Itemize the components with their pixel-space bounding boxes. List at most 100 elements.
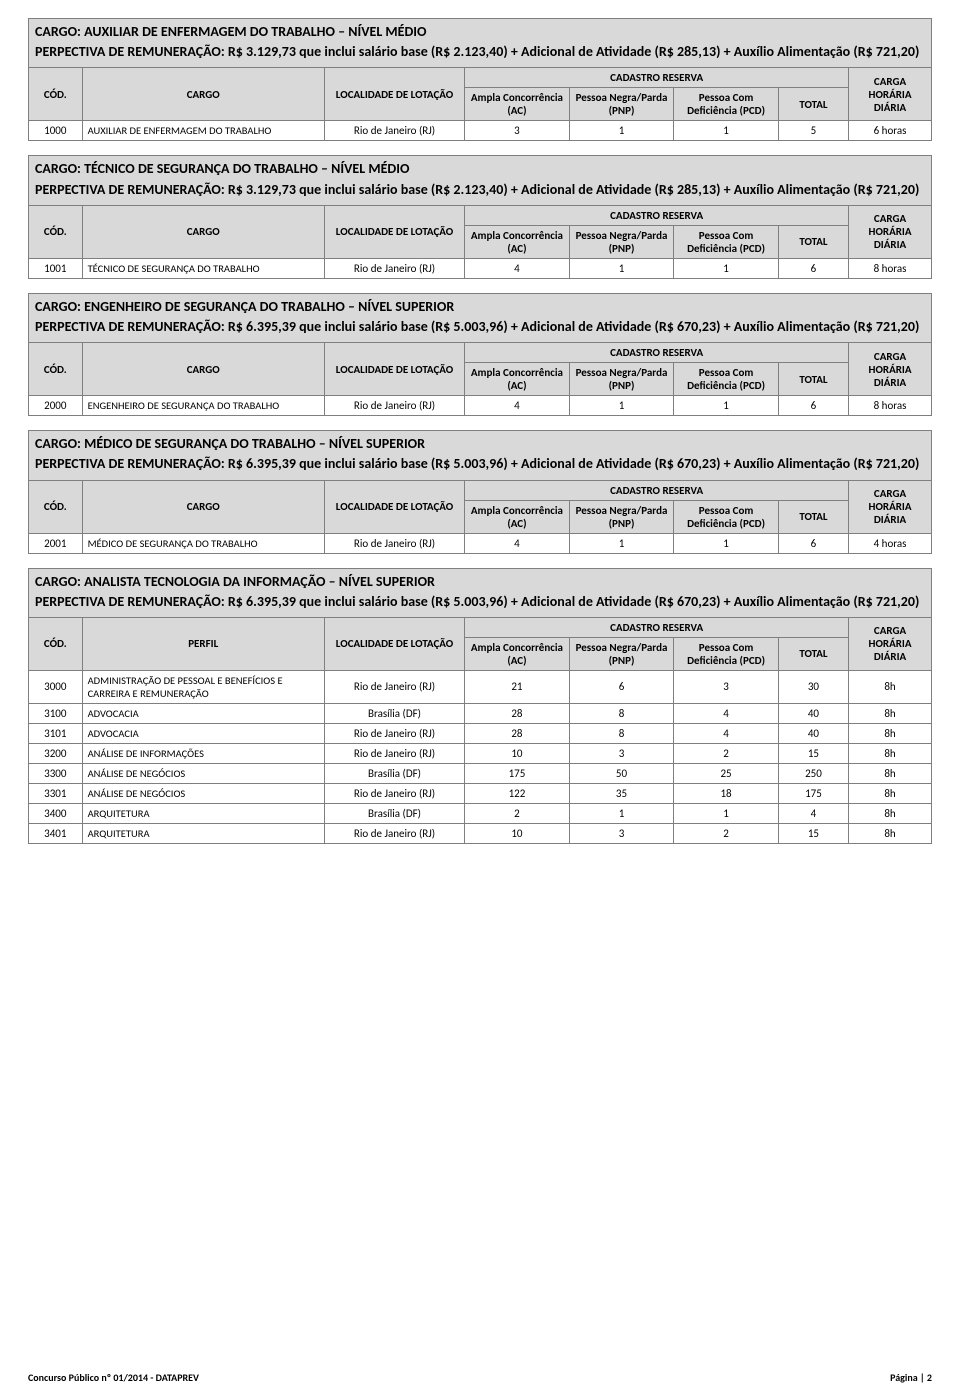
section-title-box: CARGO: ENGENHEIRO DE SEGURANÇA DO TRABAL… — [28, 293, 932, 342]
th-cargo: CARGO — [82, 343, 324, 396]
cell-pcd: 1 — [674, 121, 779, 141]
th-total: TOTAL — [778, 500, 848, 533]
th-ac: Ampla Concorrência (AC) — [465, 363, 570, 396]
cell-ac: 175 — [465, 763, 570, 783]
cargo-table: CÓD.CARGOLOCALIDADE DE LOTAÇÃOCADASTRO R… — [28, 480, 932, 554]
th-pnp: Pessoa Negra/Parda (PNP) — [569, 88, 674, 121]
cell-total: 15 — [778, 823, 848, 843]
cell-ch: 8h — [849, 783, 932, 803]
th-total: TOTAL — [778, 637, 848, 670]
cell-pcd: 18 — [674, 783, 779, 803]
cell-total: 40 — [778, 703, 848, 723]
cell-cargo: AUXILIAR DE ENFERMAGEM DO TRABALHO — [82, 121, 324, 141]
cell-loc: Rio de Janeiro (RJ) — [324, 533, 464, 553]
cell-pcd: 1 — [674, 396, 779, 416]
page-footer: Concurso Público nº 01/2014 - DATAPREV P… — [28, 1371, 932, 1384]
cell-pcd: 1 — [674, 533, 779, 553]
cell-pnp: 1 — [569, 121, 674, 141]
cargo-table: CÓD.PERFILLOCALIDADE DE LOTAÇÃOCADASTRO … — [28, 617, 932, 844]
cell-ch: 8 horas — [849, 258, 932, 278]
cell-total: 5 — [778, 121, 848, 141]
table-row: 3200ANÁLISE DE INFORMAÇÕESRio de Janeiro… — [29, 743, 932, 763]
cell-cargo: ANÁLISE DE NEGÓCIOS — [82, 783, 324, 803]
th-ac: Ampla Concorrência (AC) — [465, 637, 570, 670]
cell-pnp: 8 — [569, 723, 674, 743]
th-carga: CARGA HORÁRIA DIÁRIA — [849, 480, 932, 533]
th-cadastro: CADASTRO RESERVA — [465, 480, 849, 500]
th-localidade: LOCALIDADE DE LOTAÇÃO — [324, 343, 464, 396]
cell-loc: Rio de Janeiro (RJ) — [324, 396, 464, 416]
section-title-box: CARGO: AUXILIAR DE ENFERMAGEM DO TRABALH… — [28, 18, 932, 67]
section-title-line: CARGO: ENGENHEIRO DE SEGURANÇA DO TRABAL… — [35, 298, 925, 316]
cell-total: 30 — [778, 670, 848, 703]
th-localidade: LOCALIDADE DE LOTAÇÃO — [324, 205, 464, 258]
cargo-table: CÓD.CARGOLOCALIDADE DE LOTAÇÃOCADASTRO R… — [28, 67, 932, 141]
cell-ac: 3 — [465, 121, 570, 141]
cell-cod: 3301 — [29, 783, 83, 803]
section-title-line: CARGO: AUXILIAR DE ENFERMAGEM DO TRABALH… — [35, 23, 925, 41]
cell-pnp: 3 — [569, 743, 674, 763]
cargo-table: CÓD.CARGOLOCALIDADE DE LOTAÇÃOCADASTRO R… — [28, 342, 932, 416]
th-pcd: Pessoa Com Deficiência (PCD) — [674, 225, 779, 258]
th-ac: Ampla Concorrência (AC) — [465, 225, 570, 258]
cell-cargo: ADVOCACIA — [82, 703, 324, 723]
cell-ch: 4 horas — [849, 533, 932, 553]
table-row: 3401ARQUITETURARio de Janeiro (RJ)103215… — [29, 823, 932, 843]
cell-cod: 3000 — [29, 670, 83, 703]
cell-cod: 1001 — [29, 258, 83, 278]
th-total: TOTAL — [778, 225, 848, 258]
cell-loc: Rio de Janeiro (RJ) — [324, 743, 464, 763]
th-pnp: Pessoa Negra/Parda (PNP) — [569, 363, 674, 396]
cell-pnp: 1 — [569, 258, 674, 278]
th-cod: CÓD. — [29, 617, 83, 670]
cell-cod: 2000 — [29, 396, 83, 416]
cell-cargo: TÉCNICO DE SEGURANÇA DO TRABALHO — [82, 258, 324, 278]
table-row: 1001TÉCNICO DE SEGURANÇA DO TRABALHORio … — [29, 258, 932, 278]
cell-total: 250 — [778, 763, 848, 783]
cell-ch: 8 horas — [849, 396, 932, 416]
section-title-box: CARGO: TÉCNICO DE SEGURANÇA DO TRABALHO … — [28, 155, 932, 204]
section-title-box: CARGO: ANALISTA TECNOLOGIA DA INFORMAÇÃO… — [28, 568, 932, 617]
cell-cod: 3300 — [29, 763, 83, 783]
th-carga: CARGA HORÁRIA DIÁRIA — [849, 68, 932, 121]
cell-pnp: 1 — [569, 533, 674, 553]
cell-cod: 3200 — [29, 743, 83, 763]
cell-pnp: 35 — [569, 783, 674, 803]
th-cod: CÓD. — [29, 480, 83, 533]
cell-pcd: 3 — [674, 670, 779, 703]
th-ac: Ampla Concorrência (AC) — [465, 88, 570, 121]
th-cod: CÓD. — [29, 343, 83, 396]
section-title-line: CARGO: TÉCNICO DE SEGURANÇA DO TRABALHO … — [35, 160, 925, 178]
cell-cargo: MÉDICO DE SEGURANÇA DO TRABALHO — [82, 533, 324, 553]
th-carga: CARGA HORÁRIA DIÁRIA — [849, 617, 932, 670]
cell-loc: Brasília (DF) — [324, 803, 464, 823]
footer-right: Página | 2 — [890, 1371, 932, 1384]
cell-ac: 4 — [465, 396, 570, 416]
table-row: 3300ANÁLISE DE NEGÓCIOSBrasília (DF)1755… — [29, 763, 932, 783]
cell-pcd: 1 — [674, 803, 779, 823]
cell-pnp: 1 — [569, 803, 674, 823]
cell-ch: 8h — [849, 803, 932, 823]
th-carga: CARGA HORÁRIA DIÁRIA — [849, 205, 932, 258]
section-title-line: PERPECTIVA DE REMUNERAÇÃO: R$ 3.129,73 q… — [35, 43, 925, 61]
cell-loc: Rio de Janeiro (RJ) — [324, 121, 464, 141]
th-carga: CARGA HORÁRIA DIÁRIA — [849, 343, 932, 396]
cell-ac: 122 — [465, 783, 570, 803]
table-row: 3400ARQUITETURABrasília (DF)21148h — [29, 803, 932, 823]
th-pcd: Pessoa Com Deficiência (PCD) — [674, 363, 779, 396]
cargo-table: CÓD.CARGOLOCALIDADE DE LOTAÇÃOCADASTRO R… — [28, 205, 932, 279]
th-localidade: LOCALIDADE DE LOTAÇÃO — [324, 480, 464, 533]
cell-total: 175 — [778, 783, 848, 803]
th-pcd: Pessoa Com Deficiência (PCD) — [674, 637, 779, 670]
cell-cargo: ARQUITETURA — [82, 823, 324, 843]
cell-pcd: 4 — [674, 723, 779, 743]
cell-ac: 4 — [465, 533, 570, 553]
cell-ch: 8h — [849, 723, 932, 743]
cell-ch: 6 horas — [849, 121, 932, 141]
cell-cod: 3101 — [29, 723, 83, 743]
cell-ac: 10 — [465, 743, 570, 763]
cell-pcd: 2 — [674, 823, 779, 843]
table-row: 3100ADVOCACIABrasília (DF)2884408h — [29, 703, 932, 723]
cargo-section: CARGO: TÉCNICO DE SEGURANÇA DO TRABALHO … — [28, 155, 932, 278]
cargo-section: CARGO: AUXILIAR DE ENFERMAGEM DO TRABALH… — [28, 18, 932, 141]
